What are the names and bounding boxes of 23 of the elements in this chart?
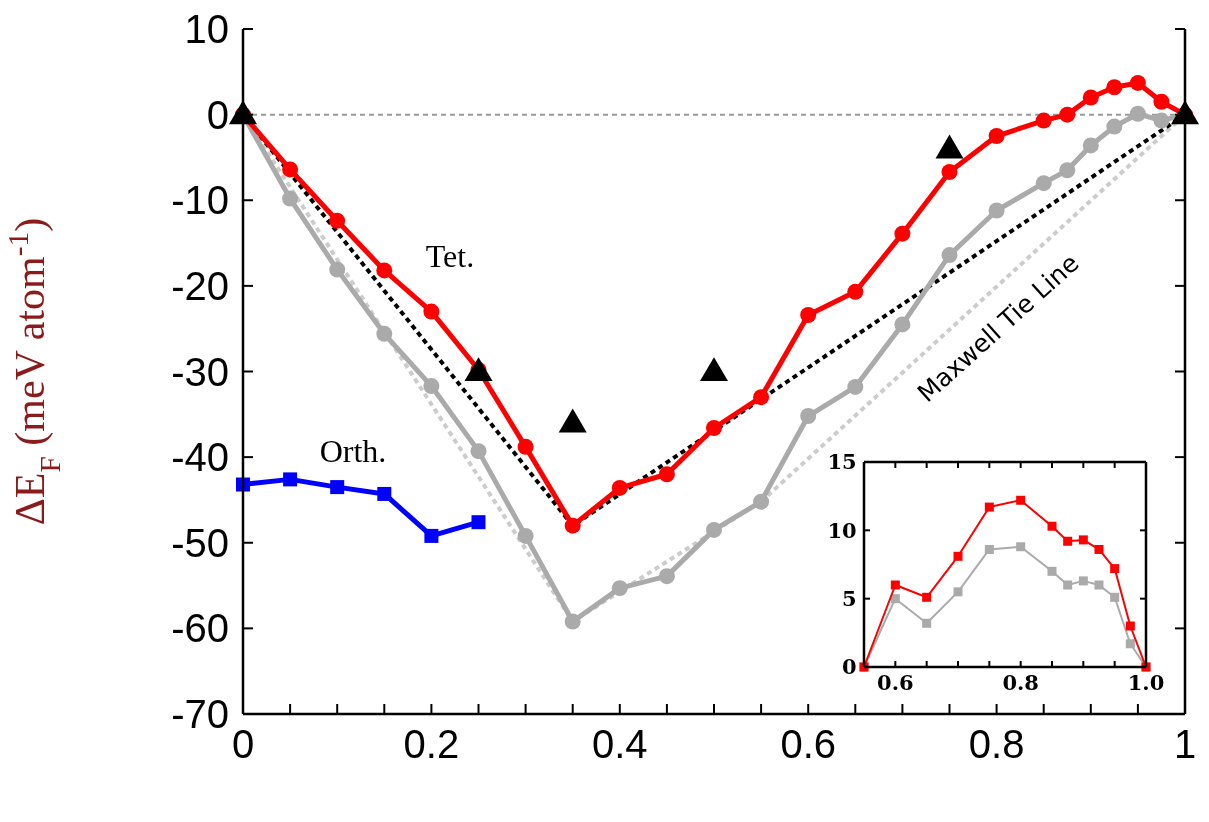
annotation: Orth. [319,433,387,470]
x-tick-label: 0.8 [1002,670,1039,696]
y-tick-label: 15 [827,449,857,475]
annotation: Tet. [425,238,475,275]
y-tick-label: -10 [171,178,229,223]
x-tick-label: 0.6 [780,722,836,766]
y-tick-label: -60 [171,606,229,651]
y-tick-label: -50 [171,520,229,565]
y-tick-label: -40 [171,435,229,480]
x-tick-label: 1.0 [1127,670,1165,696]
y-tick-label: 10 [827,517,857,543]
y-tick-label: -70 [171,692,229,736]
x-tick-label: 1 [1173,722,1197,766]
x-tick-label: 0.4 [592,722,648,766]
x-tick-label: 0.6 [877,670,914,696]
y-tick-label: -30 [171,349,229,394]
x-tick-label: 0.8 [968,722,1025,766]
y-tick-label: 10 [184,7,229,51]
y-tick-label: -20 [171,263,229,308]
y-tick-label: 0 [842,654,857,680]
y-tick-label: 0 [206,92,229,137]
y-tick-label: 5 [842,586,857,612]
x-tick-label: 0.2 [403,722,460,766]
